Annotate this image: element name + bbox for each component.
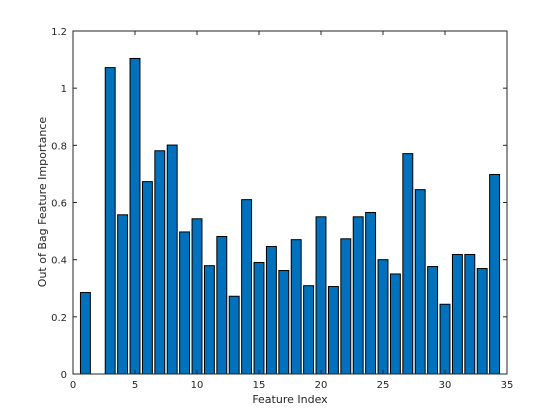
bar-4	[117, 214, 129, 375]
x-ticks-group: 0 5 10 15 20 25 30 35	[70, 31, 514, 391]
bar-26	[389, 273, 401, 375]
y-tick-label: 1.2	[51, 27, 67, 38]
bar-24	[365, 212, 377, 375]
bar-3	[104, 67, 116, 375]
y-tick-label: 1	[61, 84, 67, 95]
bar-5	[129, 57, 141, 375]
x-tick-label: 10	[191, 380, 204, 391]
bar-15	[253, 262, 265, 375]
bar-6	[141, 181, 153, 375]
bar-29	[427, 266, 439, 375]
y-ticks-group: 0 0.2 0.4 0.6 0.8 1 1.2	[51, 27, 507, 381]
x-tick-label: 35	[501, 380, 514, 391]
x-tick-label: 5	[132, 380, 138, 391]
bar-28	[414, 189, 426, 375]
bar-27	[402, 153, 414, 375]
bar-32	[464, 254, 476, 375]
bar-33	[476, 268, 488, 375]
x-axis-label: Feature Index	[252, 393, 328, 406]
bar-9	[179, 231, 191, 375]
y-tick-label: 0	[61, 370, 67, 381]
x-tick-label: 25	[377, 380, 390, 391]
bar-21	[327, 286, 339, 375]
bar-8	[166, 144, 178, 375]
y-tick-label: 0.2	[51, 313, 67, 324]
bar-11	[203, 265, 215, 375]
y-tick-label: 0.4	[51, 256, 67, 267]
bar-20	[315, 216, 327, 375]
bar-10	[191, 218, 203, 375]
x-tick-label: 15	[253, 380, 266, 391]
bar-17	[278, 270, 290, 375]
bar-16	[265, 246, 277, 375]
x-tick-label: 20	[315, 380, 328, 391]
bar-30	[439, 303, 451, 375]
bar-23	[352, 216, 364, 375]
bar-34	[489, 173, 501, 375]
bar-22	[340, 238, 352, 375]
bar-1	[79, 292, 91, 375]
bar-31	[451, 254, 463, 375]
bar-25	[377, 259, 389, 375]
y-tick-label: 0.6	[51, 199, 67, 210]
x-tick-label: 30	[439, 380, 452, 391]
bar-13	[228, 295, 240, 375]
x-tick-label: 0	[70, 380, 76, 391]
bar-14	[241, 199, 253, 375]
bar-19	[303, 285, 315, 375]
bar-18	[290, 239, 302, 375]
y-tick-label: 0.8	[51, 141, 67, 152]
y-axis-label: Out of Bag Feature Importance	[36, 117, 49, 288]
bar-7	[154, 150, 166, 375]
bar-12	[216, 236, 228, 375]
